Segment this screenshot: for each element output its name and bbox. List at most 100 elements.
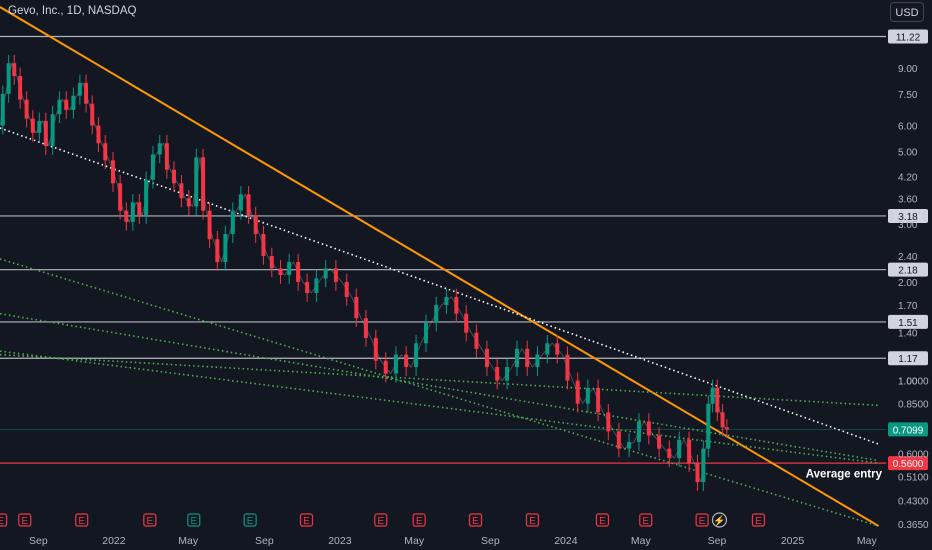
y-tick-label: 6.00 (898, 122, 918, 133)
trendline-dotted (0, 350, 879, 464)
price-candle (130, 202, 135, 222)
y-tick-label: 0.5100 (898, 472, 929, 483)
level-tag-label: 1.51 (898, 318, 918, 329)
price-candle (137, 202, 142, 216)
price-candle (555, 343, 560, 355)
price-candle (164, 143, 169, 170)
y-tick-label: 4.20 (898, 172, 918, 183)
earnings-event-icon (412, 513, 426, 527)
price-candle (287, 262, 292, 275)
earnings-event-icon (299, 513, 314, 527)
y-tick-label: 0.8500 (898, 400, 929, 411)
y-tick-label: 2.40 (898, 252, 918, 263)
currency-button[interactable]: USD (890, 2, 924, 22)
price-candle (144, 179, 149, 216)
x-tick-label: 2024 (554, 535, 578, 547)
price-candle (484, 348, 489, 368)
x-tick-label: May (404, 535, 425, 547)
price-candle (186, 198, 191, 207)
price-candle (118, 183, 123, 211)
dividend-event-icon (711, 512, 728, 528)
level-tag (888, 456, 928, 471)
price-candle (0, 93, 5, 126)
earnings-event-icon (0, 513, 8, 527)
y-tick-label: 1.0000 (898, 377, 929, 388)
price-candle (596, 387, 601, 413)
price-candle (575, 380, 580, 404)
price-candle (627, 441, 632, 449)
price-candle (246, 194, 251, 216)
price-candle (677, 439, 682, 459)
x-tick-label: Sep (708, 535, 727, 547)
level-tag (888, 351, 928, 366)
earnings-event-icon (468, 513, 483, 527)
price-candle (30, 118, 35, 133)
earnings-event-icon (525, 513, 540, 527)
price-candle (545, 343, 550, 355)
price-candle (50, 114, 55, 146)
price-candle (701, 448, 706, 483)
price-candle (18, 76, 23, 100)
level-tag-label: 11.22 (896, 32, 921, 43)
price-candle (223, 234, 228, 263)
earnings-event-label: E (0, 516, 4, 527)
price-candle (12, 63, 17, 77)
price-candle (464, 313, 469, 333)
price-candle (333, 268, 338, 282)
price-candle (207, 210, 212, 240)
level-tag-label: 3.18 (898, 212, 918, 223)
price-candle (230, 210, 235, 235)
price-candle (710, 387, 715, 404)
price-candle (687, 439, 692, 464)
trendline-solid (0, 6, 880, 527)
earnings-event-icon (751, 513, 766, 527)
price-candle (414, 343, 419, 368)
price-candle (110, 160, 115, 184)
price-candle (43, 120, 48, 146)
price-candle (695, 463, 700, 483)
price-candle (179, 183, 184, 199)
price-candle (646, 421, 651, 436)
price-candle (314, 278, 319, 294)
price-candle (715, 387, 720, 413)
current-price-tag (888, 422, 928, 437)
earnings-event-label: E (755, 516, 762, 527)
price-candle (261, 234, 266, 256)
earnings-event-label: E (599, 516, 606, 527)
price-candle (344, 281, 349, 297)
earnings-event-label: E (303, 516, 310, 527)
x-tick-label: 2025 (781, 535, 805, 547)
y-tick-label: 5.00 (898, 148, 918, 159)
dividend-event-glyph: ⚡ (713, 514, 725, 527)
earnings-event-label: E (642, 516, 649, 527)
earnings-event-icon (639, 513, 653, 527)
price-candle (363, 318, 368, 338)
price-candle (269, 255, 274, 269)
price-candle (90, 103, 95, 126)
x-tick-label: 2022 (102, 535, 126, 547)
price-candle (393, 354, 398, 374)
earnings-event-label: E (472, 516, 479, 527)
price-candle (657, 435, 662, 449)
price-candle (103, 143, 108, 161)
level-tag-label: 0.5600 (893, 459, 924, 470)
x-tick-label: May (178, 535, 199, 547)
price-candle (171, 169, 176, 184)
price-candle (194, 157, 199, 207)
price-candle (305, 281, 310, 294)
y-tick-label: 1.40 (898, 329, 918, 340)
y-tick-label: 3.00 (898, 220, 918, 231)
price-candle (278, 268, 283, 275)
y-tick-label: 9.00 (898, 64, 918, 75)
earnings-event-icon (143, 513, 157, 527)
chart-title: Gevo, Inc., 1D, NASDAQ (8, 5, 137, 17)
price-candle (157, 143, 162, 155)
y-tick-label: 1.70 (898, 301, 918, 312)
x-tick-label: Sep (481, 535, 500, 547)
price-candle (354, 296, 359, 319)
earnings-event-label: E (190, 516, 197, 527)
y-tick-label: 3.60 (898, 194, 918, 205)
earnings-event-icon (187, 513, 201, 527)
earnings-event-icon (595, 513, 610, 527)
